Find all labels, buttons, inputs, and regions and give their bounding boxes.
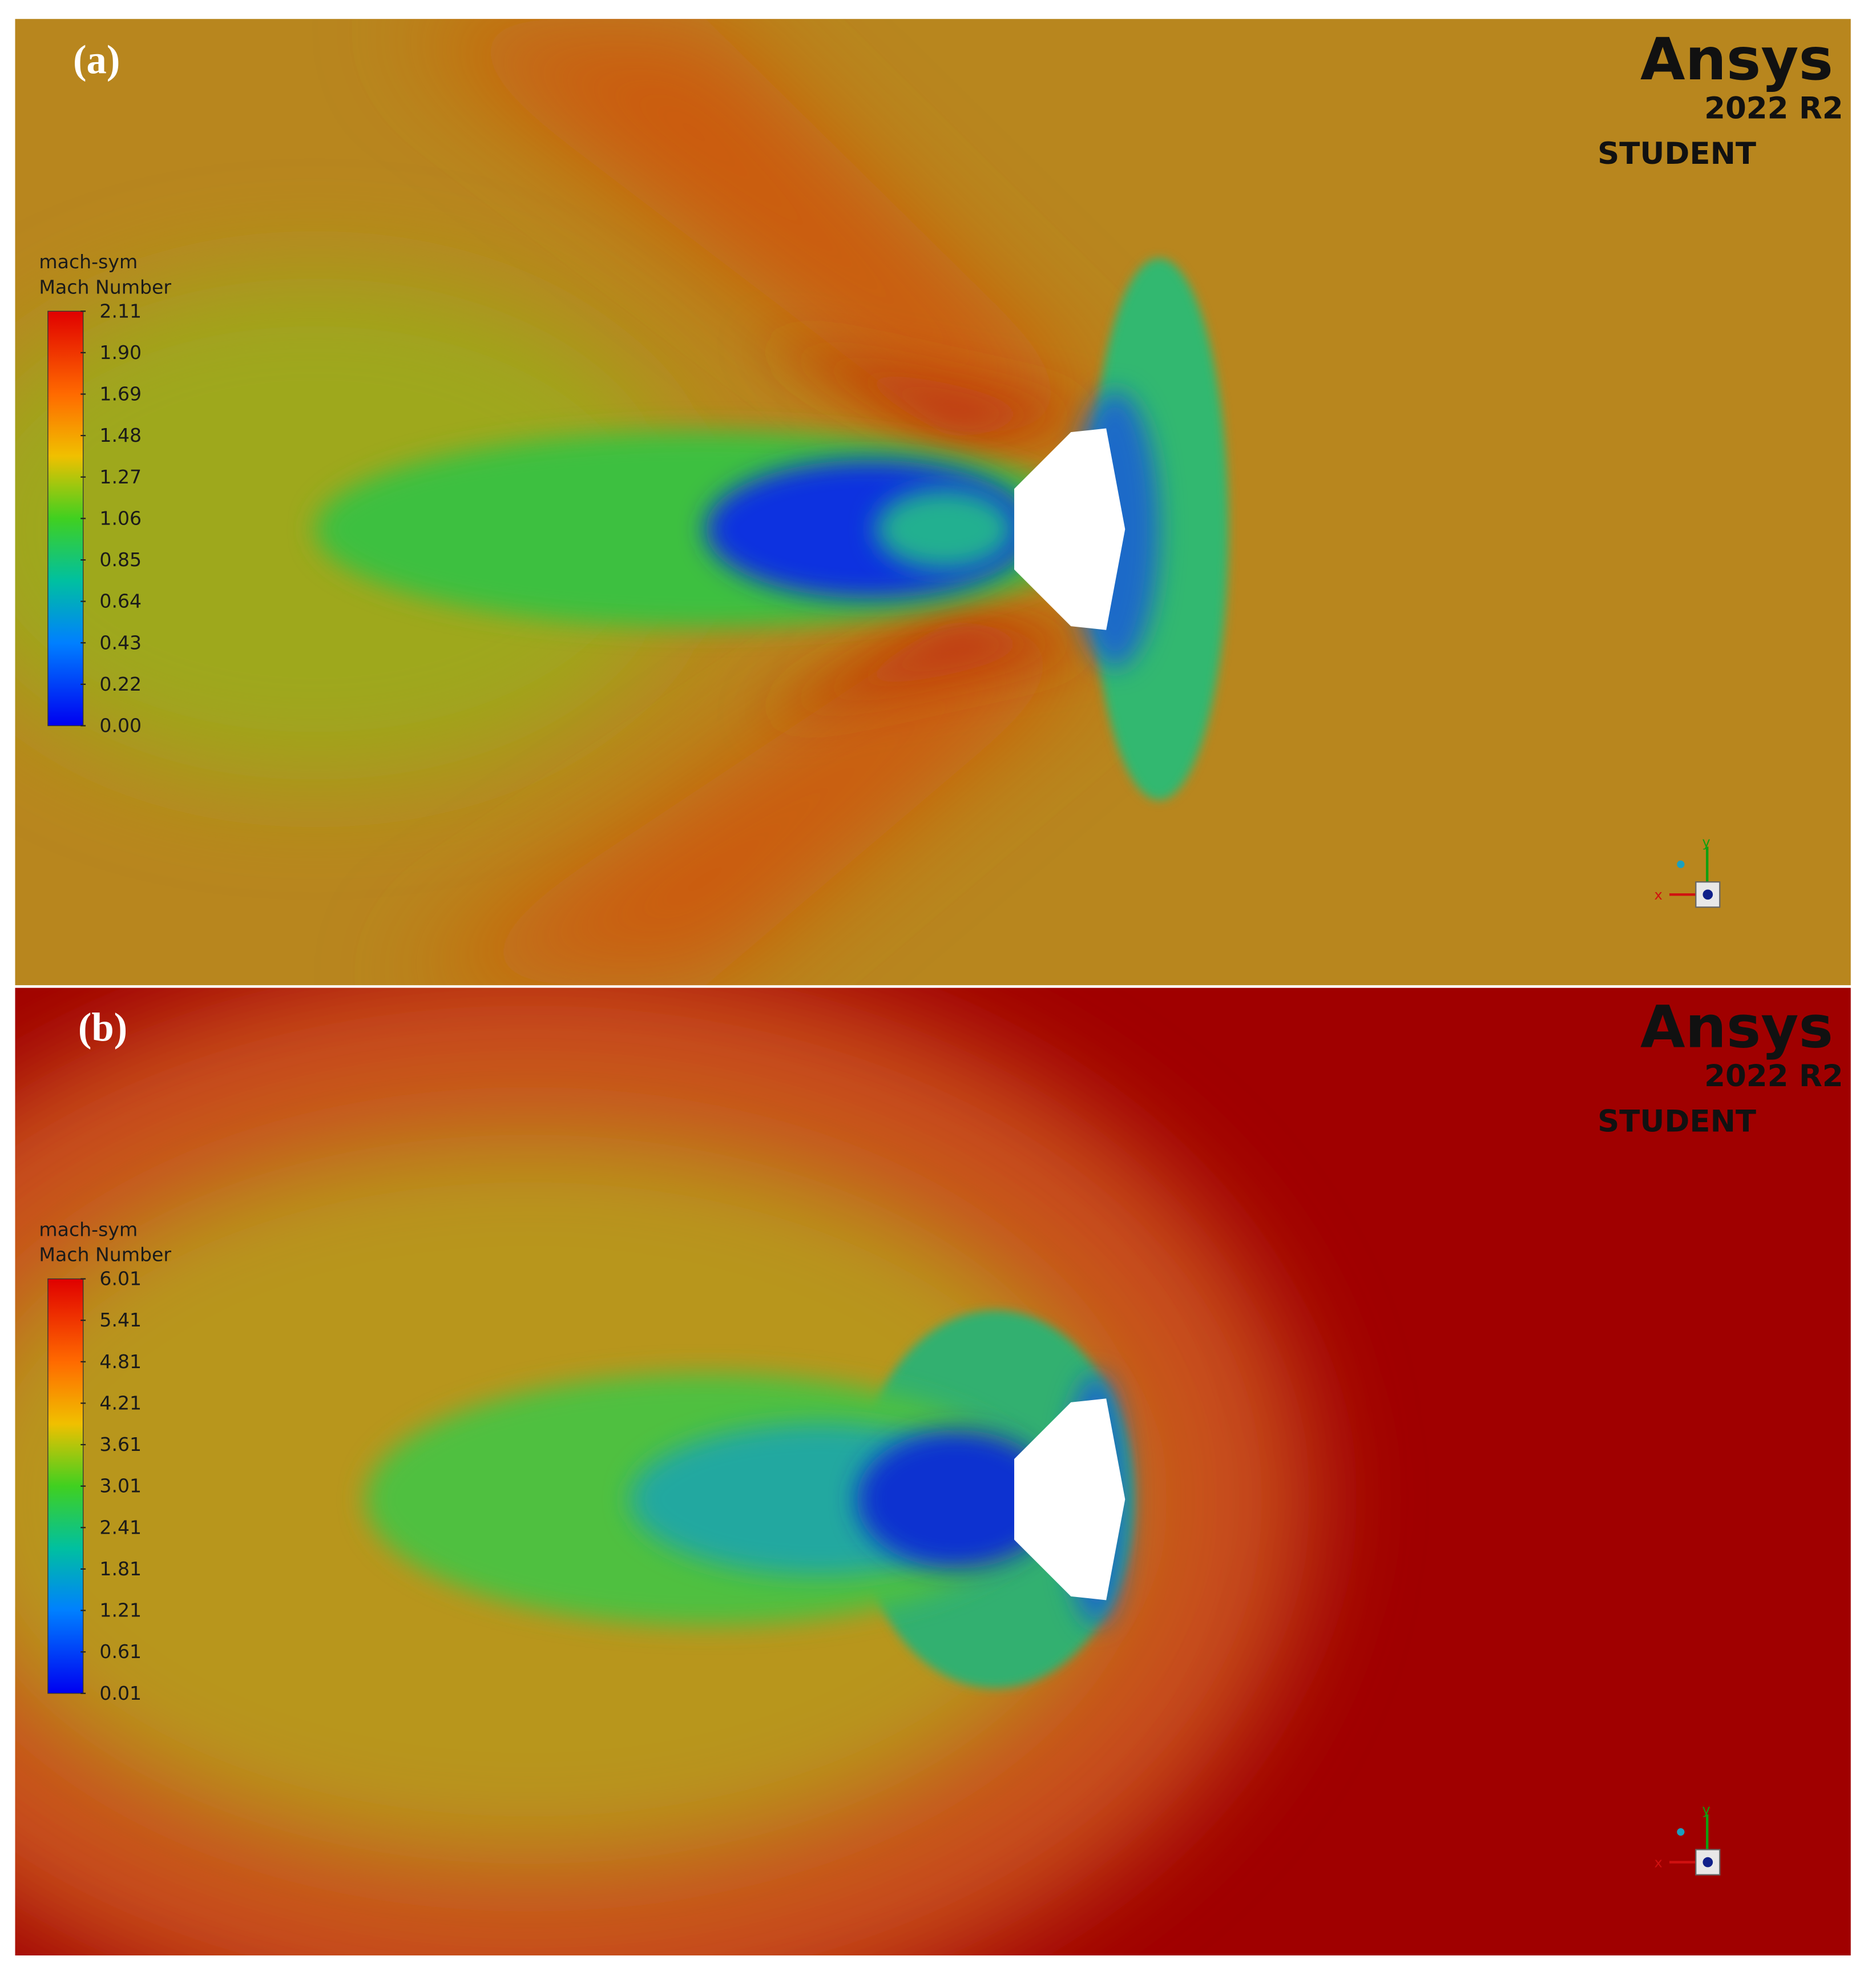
colorbar bbox=[47, 1278, 84, 1694]
body bbox=[1014, 428, 1125, 630]
colorbar-label: 1.06 bbox=[99, 507, 142, 529]
axis-x-label: x bbox=[1654, 1854, 1662, 1870]
legend-title: Mach Number bbox=[39, 1244, 171, 1266]
colorbar-label: 0.85 bbox=[99, 549, 142, 571]
logo-name: Ansys bbox=[1640, 993, 1833, 1060]
colorbar-label: 2.41 bbox=[99, 1516, 142, 1538]
legend-title: mach-sym bbox=[39, 1219, 138, 1241]
colorbar-label: 6.01 bbox=[99, 1268, 142, 1290]
logo-version: 2022 R2 bbox=[1704, 91, 1843, 126]
triad-center bbox=[1702, 889, 1713, 900]
wake-core bbox=[876, 489, 1015, 570]
plume bbox=[403, 19, 1109, 441]
colorbar-label: 0.01 bbox=[99, 1682, 142, 1704]
logo-edition: STUDENT bbox=[1597, 136, 1756, 171]
axis-x-label: x bbox=[1654, 886, 1662, 903]
logo-edition: STUDENT bbox=[1597, 1104, 1756, 1139]
plume bbox=[756, 340, 1096, 441]
wake-core bbox=[857, 1430, 1059, 1569]
colorbar-label: 0.43 bbox=[99, 631, 142, 654]
colorbar-label: 3.61 bbox=[99, 1433, 142, 1455]
colorbar-label: 0.64 bbox=[99, 590, 142, 612]
axis-y-label: y bbox=[1702, 833, 1710, 850]
triad-center bbox=[1702, 1857, 1713, 1868]
colorbar-label: 1.21 bbox=[99, 1599, 142, 1622]
logo-name: Ansys bbox=[1640, 26, 1833, 93]
colorbar-label: 4.81 bbox=[99, 1350, 142, 1373]
colorbar-label: 1.81 bbox=[99, 1558, 142, 1580]
axis-y-label: y bbox=[1702, 1801, 1710, 1818]
triad-dot bbox=[1677, 860, 1685, 868]
colorbar-label: 3.01 bbox=[99, 1475, 142, 1497]
colorbar-label: 1.27 bbox=[99, 466, 142, 488]
colorbar-label: 2.11 bbox=[99, 300, 142, 322]
panel-label: (b) bbox=[78, 1005, 127, 1050]
colorbar bbox=[47, 310, 84, 727]
colorbar-label: 0.00 bbox=[99, 715, 142, 737]
colorbar-label: 0.22 bbox=[99, 673, 142, 695]
body bbox=[1014, 1398, 1125, 1600]
legend-title: mach-sym bbox=[39, 251, 138, 273]
colorbar-label: 1.90 bbox=[99, 341, 142, 364]
plume bbox=[756, 617, 1096, 719]
colorbar-label: 4.21 bbox=[99, 1392, 142, 1414]
logo-version: 2022 R2 bbox=[1704, 1059, 1843, 1094]
triad-dot bbox=[1677, 1828, 1685, 1836]
legend-title: Mach Number bbox=[39, 276, 171, 298]
colorbar-label: 1.69 bbox=[99, 383, 142, 405]
colorbar-label: 1.48 bbox=[99, 424, 142, 446]
colorbar-label: 5.41 bbox=[99, 1309, 142, 1331]
colorbar-label: 0.61 bbox=[99, 1640, 142, 1663]
plume bbox=[403, 617, 1109, 986]
panel-label: (a) bbox=[73, 38, 120, 82]
